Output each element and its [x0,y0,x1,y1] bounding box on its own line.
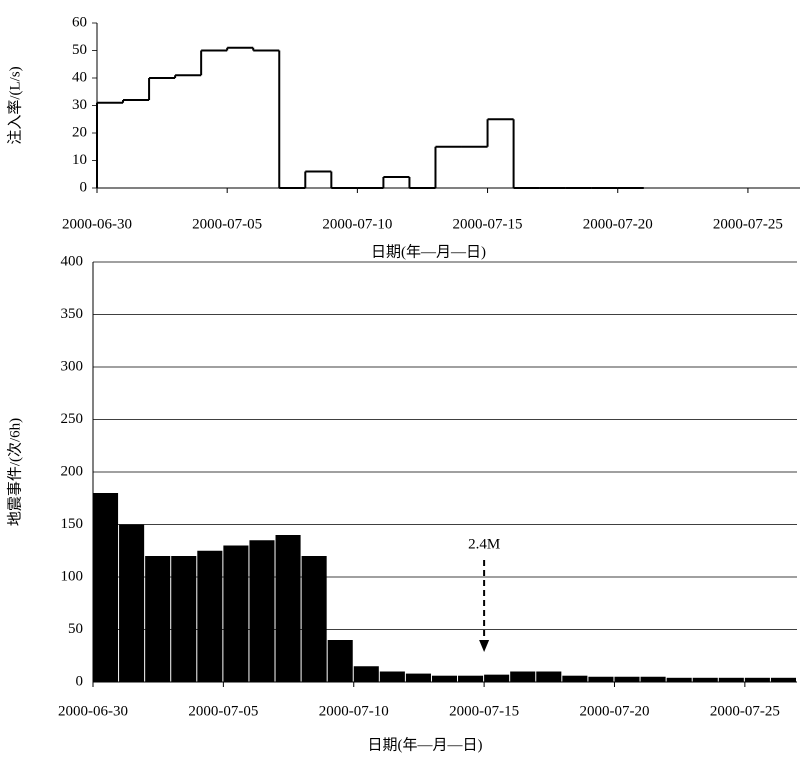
x-tick-label: 2000-07-20 [579,703,649,719]
bar [301,556,327,682]
bar [145,556,171,682]
bar [666,677,692,682]
y-tick-label: 150 [61,516,84,532]
y-tick-label: 0 [80,179,88,195]
bar [640,676,666,682]
bar [536,671,562,682]
bar [431,675,458,682]
x-axis-label: 日期(年—月—日) [371,243,486,260]
x-tick-label: 2000-07-10 [322,216,392,232]
y-tick-label: 250 [61,411,84,427]
bar [458,675,484,682]
x-tick-label: 2000-07-20 [583,216,653,232]
x-tick-label: 2000-07-15 [453,216,523,232]
bar [353,666,379,682]
bar [197,550,223,682]
y-tick-label: 0 [76,673,84,689]
x-tick-label: 2000-07-05 [188,703,258,719]
bar [171,556,197,682]
bar [327,640,353,682]
y-axis-label: 注入率/(L/s) [6,66,23,144]
y-tick-label: 20 [72,124,87,140]
bar [249,540,275,682]
bar [223,545,249,682]
bar [275,535,301,682]
x-tick-label: 2000-06-30 [58,703,128,719]
y-axis-label: 地震事件/(次/6h) [6,418,23,526]
x-tick-label: 2000-07-15 [449,703,519,719]
arrow-head [479,640,490,652]
y-tick-label: 350 [61,306,84,322]
x-tick-label: 2000-07-10 [319,703,389,719]
bar [510,671,536,682]
bar [718,677,744,682]
x-tick-label: 2000-07-25 [713,216,783,232]
bar [119,524,145,682]
bar [692,677,718,682]
y-tick-label: 200 [61,463,84,479]
x-tick-label: 2000-07-25 [710,703,780,719]
x-tick-label: 2000-06-30 [62,216,132,232]
y-tick-label: 50 [68,621,83,637]
bar [379,671,405,682]
bar [588,676,614,682]
y-tick-label: 40 [72,69,87,85]
bar [484,674,510,682]
x-tick-label: 2000-07-05 [192,216,262,232]
y-tick-label: 10 [72,152,87,168]
y-tick-label: 60 [72,14,87,30]
bar [770,677,796,682]
y-tick-label: 30 [72,97,87,113]
bar [93,493,119,682]
y-tick-label: 100 [61,568,84,584]
bar [744,677,770,682]
bar [614,676,640,682]
bar [562,675,588,682]
x-axis-label: 日期(年—月—日) [368,736,483,753]
annotation: 2.4M [468,536,500,552]
y-tick-label: 50 [72,42,87,58]
y-tick-label: 300 [61,358,84,374]
y-tick-label: 400 [61,253,84,269]
bar [405,673,431,682]
